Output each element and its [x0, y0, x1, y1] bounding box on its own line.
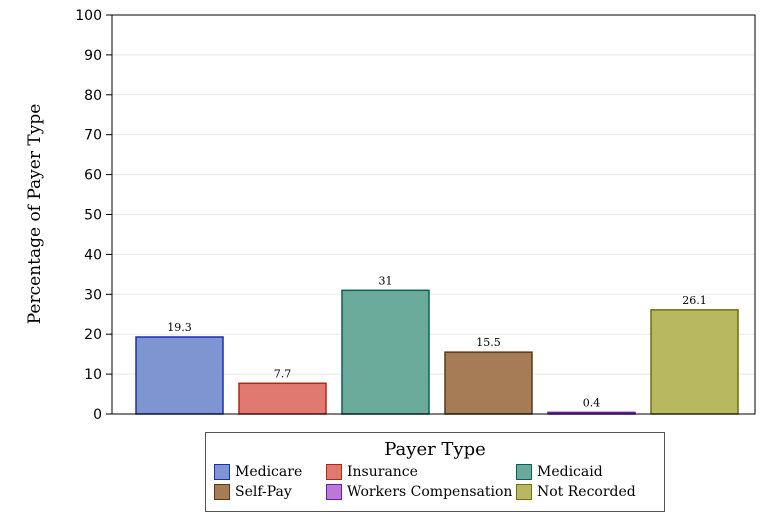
y-tick-label: 70 [84, 128, 102, 144]
y-tick-label: 10 [84, 367, 102, 383]
legend-items: Medicare Insurance Medicaid Self-Pay Workers… [206, 463, 664, 501]
legend-swatch [516, 484, 532, 500]
bar-self-pay [444, 351, 533, 415]
legend-label: Medicaid [537, 464, 603, 480]
legend-swatch [326, 484, 342, 500]
y-tick-label: 80 [84, 88, 102, 104]
y-tick-label: 0 [93, 407, 102, 423]
bar-medicaid [341, 289, 430, 415]
legend-item-medicaid: Medicaid [516, 463, 656, 481]
data-label: 19.3 [167, 321, 192, 334]
legend-label: Self-Pay [235, 484, 292, 500]
y-tick-label: 20 [84, 327, 102, 343]
legend-swatch [214, 464, 230, 480]
data-label: 26.1 [682, 294, 707, 307]
legend-item-medicare: Medicare [214, 463, 326, 481]
legend-label: Not Recorded [537, 484, 636, 500]
bar-not-recorded [650, 309, 739, 415]
legend-item-self-pay: Self-Pay [214, 483, 326, 501]
y-tick-label: 50 [84, 208, 102, 224]
y-tick-label: 30 [84, 287, 102, 303]
legend-item-not-recorded: Not Recorded [516, 483, 656, 501]
legend-label: Workers Compensation [347, 484, 513, 500]
data-labels: 19.3 7.7 31 15.5 0.4 26.1 [167, 274, 707, 409]
legend-label: Insurance [347, 464, 418, 480]
data-label: 0.4 [583, 396, 601, 409]
bar-medicare [135, 336, 224, 415]
y-tick-label: 60 [84, 168, 102, 184]
data-label: 15.5 [476, 336, 501, 349]
gridlines [112, 54, 755, 375]
legend-swatch [516, 464, 532, 480]
y-axis-ticks: 0 10 20 30 40 50 60 70 80 90 100 [75, 8, 112, 423]
y-axis-label: Percentage of Payer Type [25, 104, 45, 325]
y-tick-label: 40 [84, 247, 102, 263]
legend-label: Medicare [235, 464, 303, 480]
legend-title: Payer Type [384, 439, 486, 460]
y-tick-label: 90 [84, 48, 102, 64]
legend: Payer Type Medicare Insurance Medicaid Self… [205, 432, 665, 512]
bars [135, 289, 739, 415]
data-label: 31 [379, 274, 393, 287]
bar-insurance [238, 382, 327, 415]
y-tick-label: 100 [75, 8, 102, 24]
legend-item-insurance: Insurance [326, 463, 516, 481]
plot-frame [111, 14, 756, 415]
bar-chart: 0 10 20 30 40 50 60 70 80 90 100 19.3 7.7 31 15.5 0.4 2… [25, 8, 756, 423]
legend-item-workers-compensation: Workers Compensation [326, 483, 516, 501]
legend-swatch [326, 464, 342, 480]
legend-swatch [214, 484, 230, 500]
data-label: 7.7 [274, 367, 292, 380]
